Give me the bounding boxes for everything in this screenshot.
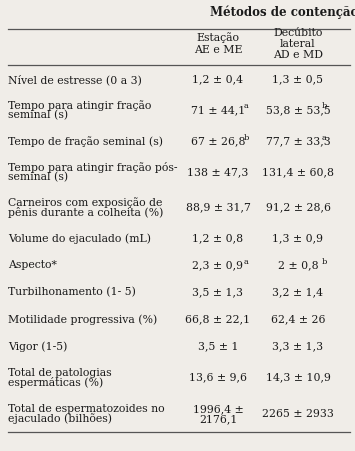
Text: 71 ± 44,1: 71 ± 44,1 bbox=[191, 105, 245, 115]
Text: 67 ± 26,8: 67 ± 26,8 bbox=[191, 136, 245, 146]
Text: 2,3 ± 0,9: 2,3 ± 0,9 bbox=[192, 260, 244, 270]
Text: b: b bbox=[322, 257, 327, 265]
Text: 53,8 ± 53,5: 53,8 ± 53,5 bbox=[266, 105, 331, 115]
Text: Tempo para atingir fração: Tempo para atingir fração bbox=[8, 100, 151, 111]
Text: 77,7 ± 33,3: 77,7 ± 33,3 bbox=[266, 136, 331, 146]
Text: 1,2 ± 0,4: 1,2 ± 0,4 bbox=[192, 74, 244, 84]
Text: 1,2 ± 0,8: 1,2 ± 0,8 bbox=[192, 233, 244, 243]
Text: b: b bbox=[244, 133, 249, 141]
Text: Motilidade progressiva (%): Motilidade progressiva (%) bbox=[8, 313, 157, 324]
Text: 1,3 ± 0,9: 1,3 ± 0,9 bbox=[273, 233, 323, 243]
Text: AD e MD: AD e MD bbox=[273, 50, 323, 60]
Text: Total de patologias: Total de patologias bbox=[8, 367, 111, 377]
Text: Turbilhonamento (1- 5): Turbilhonamento (1- 5) bbox=[8, 287, 136, 297]
Text: 66,8 ± 22,1: 66,8 ± 22,1 bbox=[185, 314, 251, 324]
Text: 2176,1: 2176,1 bbox=[199, 413, 237, 423]
Text: 3,2 ± 1,4: 3,2 ± 1,4 bbox=[273, 287, 323, 297]
Text: 14,3 ± 10,9: 14,3 ± 10,9 bbox=[266, 372, 331, 382]
Text: Volume do ejaculado (mL): Volume do ejaculado (mL) bbox=[8, 233, 151, 243]
Text: seminal (s): seminal (s) bbox=[8, 172, 68, 182]
Text: Tempo para atingir fração pós-: Tempo para atingir fração pós- bbox=[8, 162, 177, 173]
Text: Estação: Estação bbox=[197, 32, 240, 43]
Text: pênis durante a colheita (%): pênis durante a colheita (%) bbox=[8, 206, 163, 217]
Text: Total de espermatozoides no: Total de espermatozoides no bbox=[8, 403, 165, 413]
Text: 3,5 ± 1: 3,5 ± 1 bbox=[198, 341, 238, 351]
Text: seminal (s): seminal (s) bbox=[8, 110, 68, 120]
Text: 131,4 ± 60,8: 131,4 ± 60,8 bbox=[262, 167, 334, 177]
Text: 1996,4 ±: 1996,4 ± bbox=[193, 403, 244, 413]
Text: 88,9 ± 31,7: 88,9 ± 31,7 bbox=[186, 202, 250, 212]
Text: 1,3 ± 0,5: 1,3 ± 0,5 bbox=[273, 74, 323, 84]
Text: lateral: lateral bbox=[280, 39, 316, 49]
Text: ejaculado (bilhões): ejaculado (bilhões) bbox=[8, 412, 112, 423]
Text: 2 ± 0,8: 2 ± 0,8 bbox=[278, 260, 318, 270]
Text: Carneiros com exposição de: Carneiros com exposição de bbox=[8, 197, 162, 208]
Text: 138 ± 47,3: 138 ± 47,3 bbox=[187, 167, 249, 177]
Text: a: a bbox=[322, 133, 327, 141]
Text: Nível de estresse (0 a 3): Nível de estresse (0 a 3) bbox=[8, 74, 142, 85]
Text: 62,4 ± 26: 62,4 ± 26 bbox=[271, 314, 325, 324]
Text: 3,5 ± 1,3: 3,5 ± 1,3 bbox=[192, 287, 244, 297]
Text: Vigor (1-5): Vigor (1-5) bbox=[8, 341, 67, 351]
Text: 3,3 ± 1,3: 3,3 ± 1,3 bbox=[272, 341, 323, 351]
Text: a: a bbox=[244, 102, 249, 110]
Text: Aspecto*: Aspecto* bbox=[8, 260, 57, 270]
Text: Tempo de fração seminal (s): Tempo de fração seminal (s) bbox=[8, 136, 163, 147]
Text: Métodos de contenção: Métodos de contenção bbox=[210, 5, 355, 18]
Text: 13,6 ± 9,6: 13,6 ± 9,6 bbox=[189, 372, 247, 382]
Text: 91,2 ± 28,6: 91,2 ± 28,6 bbox=[266, 202, 331, 212]
Text: b: b bbox=[322, 102, 327, 110]
Text: a: a bbox=[244, 257, 249, 265]
Text: espermáticas (%): espermáticas (%) bbox=[8, 376, 103, 387]
Text: AE e ME: AE e ME bbox=[194, 45, 242, 55]
Text: Decúbito: Decúbito bbox=[273, 28, 323, 38]
Text: 2265 ± 2933: 2265 ± 2933 bbox=[262, 408, 334, 418]
